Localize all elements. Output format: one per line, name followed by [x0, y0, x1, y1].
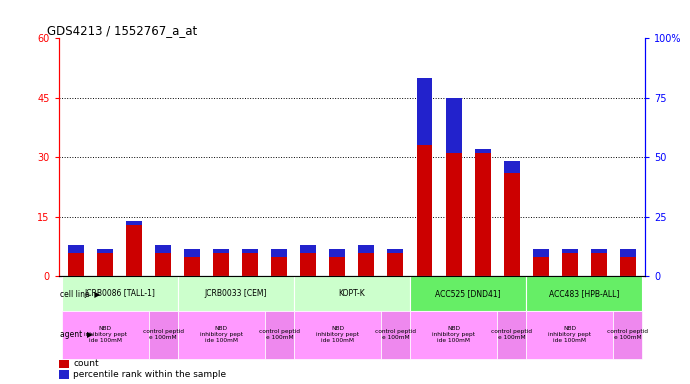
Bar	[294, 276, 410, 311]
Bar	[97, 253, 113, 276]
Text: JCRB0033 [CEM]: JCRB0033 [CEM]	[204, 289, 267, 298]
Bar	[475, 149, 491, 276]
Bar	[59, 371, 69, 379]
Text: NBD
inhibitory pept
ide 100mM: NBD inhibitory pept ide 100mM	[316, 326, 359, 343]
Bar	[591, 253, 607, 276]
Bar	[97, 248, 113, 253]
Bar	[613, 311, 642, 359]
Bar	[148, 311, 178, 359]
Bar	[620, 257, 635, 276]
Bar	[329, 257, 346, 276]
Bar	[562, 253, 578, 276]
Bar	[620, 248, 635, 257]
Text: KOPT-K: KOPT-K	[339, 289, 365, 298]
Bar	[533, 257, 549, 276]
Text: count: count	[73, 359, 99, 368]
Text: NBD
inhibitory pept
ide 100mM: NBD inhibitory pept ide 100mM	[83, 326, 126, 343]
Bar	[184, 257, 200, 276]
Text: NBD
inhibitory pept
ide 100mM: NBD inhibitory pept ide 100mM	[432, 326, 475, 343]
Text: control peptid
e 100mM: control peptid e 100mM	[491, 329, 532, 340]
Bar	[155, 245, 171, 253]
Text: ACC483 [HPB-ALL]: ACC483 [HPB-ALL]	[549, 289, 620, 298]
Bar	[61, 311, 148, 359]
Bar	[388, 248, 404, 253]
Bar	[271, 248, 287, 257]
Bar	[417, 78, 433, 276]
Bar	[504, 173, 520, 276]
Bar	[410, 276, 526, 311]
Bar	[242, 248, 258, 253]
Bar	[497, 311, 526, 359]
Text: control peptid
e 100mM: control peptid e 100mM	[259, 329, 300, 340]
Text: JCRB0086 [TALL-1]: JCRB0086 [TALL-1]	[84, 289, 155, 298]
Bar	[446, 98, 462, 276]
Text: control peptid
e 100mM: control peptid e 100mM	[143, 329, 184, 340]
Bar	[475, 149, 491, 153]
Bar	[68, 253, 84, 276]
Text: agent  ▶: agent ▶	[60, 330, 93, 339]
Bar	[126, 225, 142, 276]
Bar	[358, 245, 375, 253]
Bar	[410, 311, 497, 359]
Bar	[265, 311, 294, 359]
Bar	[155, 253, 171, 276]
Bar	[184, 248, 200, 257]
Text: GDS4213 / 1552767_a_at: GDS4213 / 1552767_a_at	[47, 24, 197, 37]
Bar	[526, 276, 642, 311]
Bar	[533, 248, 549, 257]
Bar	[59, 359, 69, 368]
Bar	[126, 221, 142, 225]
Text: percentile rank within the sample: percentile rank within the sample	[73, 370, 226, 379]
Bar	[446, 98, 462, 153]
Bar	[61, 276, 178, 311]
Bar	[417, 78, 433, 146]
Bar	[381, 311, 410, 359]
Text: cell line  ▶: cell line ▶	[60, 289, 100, 298]
Bar	[329, 248, 346, 257]
Text: ACC525 [DND41]: ACC525 [DND41]	[435, 289, 501, 298]
Text: NBD
inhibitory pept
ide 100mM: NBD inhibitory pept ide 100mM	[548, 326, 591, 343]
Bar	[178, 311, 265, 359]
Bar	[178, 276, 294, 311]
Bar	[213, 248, 229, 253]
Bar	[300, 245, 316, 253]
Bar	[562, 248, 578, 253]
Text: control peptid
e 100mM: control peptid e 100mM	[607, 329, 648, 340]
Bar	[526, 311, 613, 359]
Bar	[294, 311, 381, 359]
Bar	[68, 245, 84, 253]
Bar	[504, 161, 520, 173]
Text: control peptid
e 100mM: control peptid e 100mM	[375, 329, 416, 340]
Bar	[591, 248, 607, 253]
Bar	[388, 253, 404, 276]
Bar	[271, 257, 287, 276]
Bar	[358, 253, 375, 276]
Bar	[213, 253, 229, 276]
Bar	[300, 253, 316, 276]
Text: NBD
inhibitory pept
ide 100mM: NBD inhibitory pept ide 100mM	[199, 326, 243, 343]
Bar	[242, 253, 258, 276]
